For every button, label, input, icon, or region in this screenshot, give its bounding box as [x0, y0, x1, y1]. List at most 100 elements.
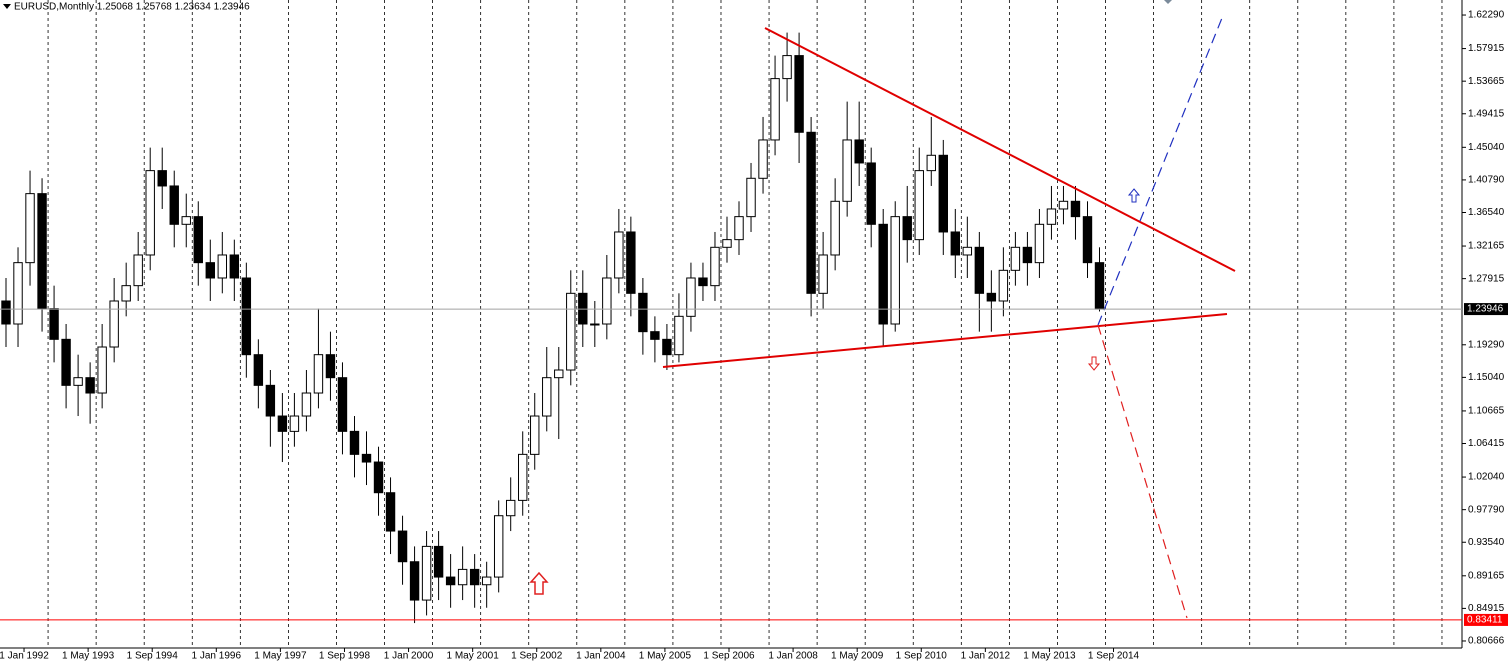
candle-body [638, 292, 648, 333]
candle-body [890, 216, 900, 325]
y-tick-label: 1.49415 [1468, 108, 1505, 119]
candle-body [650, 331, 660, 340]
candle-body [1022, 246, 1033, 264]
candle-body [421, 545, 432, 601]
candle-body [662, 338, 672, 356]
candle-body [566, 292, 576, 371]
x-tick-label: 1 May 1993 [62, 651, 115, 662]
x-tick-label: 1 Sep 1998 [319, 651, 371, 662]
candle-body [373, 461, 384, 494]
y-tick-label: 0.97790 [1468, 504, 1505, 515]
candle-body [1094, 262, 1105, 310]
y-tick-label: 1.19290 [1468, 339, 1505, 350]
candle-body [866, 162, 876, 225]
candle-body [998, 269, 1009, 302]
candle-body [794, 55, 804, 133]
candle-body [277, 415, 288, 432]
candle-body [746, 177, 756, 218]
y-tick-label: 1.32165 [1468, 241, 1505, 252]
candle-body [1046, 208, 1057, 225]
price-label: 0.83411 [1467, 615, 1503, 626]
candle-body [193, 216, 203, 264]
x-tick-label: 1 May 2005 [639, 651, 692, 662]
candle-body [710, 246, 720, 287]
candle-body [445, 576, 456, 586]
y-tick-label: 1.15040 [1468, 372, 1505, 383]
y-tick-label: 1.53665 [1468, 76, 1505, 87]
candle-body [457, 568, 468, 586]
candle-body [1070, 200, 1081, 218]
candle-body [782, 55, 792, 80]
candle-body [241, 277, 252, 356]
x-tick-label: 1 May 2009 [831, 651, 884, 662]
y-tick-label: 0.93540 [1468, 537, 1505, 548]
candle-body [734, 216, 744, 241]
menu-icon[interactable] [3, 4, 11, 9]
candle-body [926, 154, 936, 172]
candle-body [409, 561, 420, 601]
candle-body [133, 254, 143, 287]
candle-body [590, 323, 600, 326]
candle-body [301, 392, 312, 417]
x-tick-label: 1 Sep 2002 [511, 651, 563, 662]
candle-body [169, 185, 179, 225]
candle-body [842, 139, 852, 202]
x-tick-label: 1 Jan 2008 [768, 651, 818, 662]
up-arrow-icon [1127, 188, 1141, 203]
x-tick-label: 1 Jan 1992 [0, 651, 49, 662]
candle-body [938, 154, 948, 233]
chart-header: EURUSD,Monthly 1.25068 1.25768 1.23634 1… [14, 2, 250, 13]
candle-body [962, 246, 973, 256]
candle-body [974, 246, 985, 294]
candle-body [361, 453, 372, 463]
y-tick-label: 0.84915 [1468, 603, 1505, 614]
candle-body [229, 254, 240, 279]
candle-body [265, 384, 276, 417]
price-label-bg [1464, 613, 1508, 626]
candle-body [674, 315, 684, 356]
candle-body [818, 254, 828, 294]
candle-body [157, 170, 167, 187]
x-tick-label: 1 Jan 2000 [384, 651, 434, 662]
candle-body [205, 262, 215, 279]
candle-body [806, 131, 816, 294]
period-separators [47, 0, 1443, 648]
x-tick-label: 1 Sep 2014 [1088, 651, 1140, 662]
y-tick-label: 1.57915 [1468, 43, 1505, 54]
candle-body [49, 308, 59, 340]
candle-body [1034, 223, 1045, 264]
y-tick-label: 1.45040 [1468, 142, 1505, 153]
x-tick-label: 1 Jan 1996 [192, 651, 242, 662]
x-tick-label: 1 May 2013 [1023, 651, 1076, 662]
candle-body [554, 369, 564, 379]
candle-body [313, 354, 324, 394]
marker-icon [1164, 0, 1172, 4]
y-tick-label: 1.02040 [1468, 472, 1505, 483]
candle-body [85, 377, 95, 394]
x-tick-label: 1 Sep 2010 [896, 651, 948, 662]
price-label: 1.23946 [1467, 304, 1504, 315]
y-tick-label: 1.36540 [1468, 207, 1505, 218]
candle-body [1082, 216, 1093, 264]
y-tick-label: 1.27915 [1468, 273, 1505, 284]
candle-body [1058, 200, 1069, 210]
candle-body [854, 139, 864, 164]
candle-body [61, 338, 71, 386]
y-tick-label: 1.10665 [1468, 406, 1505, 417]
candle-body [253, 354, 264, 386]
candle-body [830, 200, 840, 256]
y-tick-label: 1.62290 [1468, 10, 1505, 21]
x-tick-label: 1 Sep 2006 [703, 651, 755, 662]
candle-body [614, 231, 624, 279]
breakout-down-line [1097, 324, 1188, 619]
candle-body [289, 415, 300, 432]
candle-body [337, 377, 348, 432]
candle-body [325, 354, 336, 379]
x-tick-label: 1 Jan 2012 [961, 651, 1011, 662]
candle-body [986, 292, 997, 302]
candle-body [686, 277, 696, 317]
candle-body [505, 499, 516, 517]
candle-body [626, 231, 636, 294]
candle-body [469, 568, 480, 586]
